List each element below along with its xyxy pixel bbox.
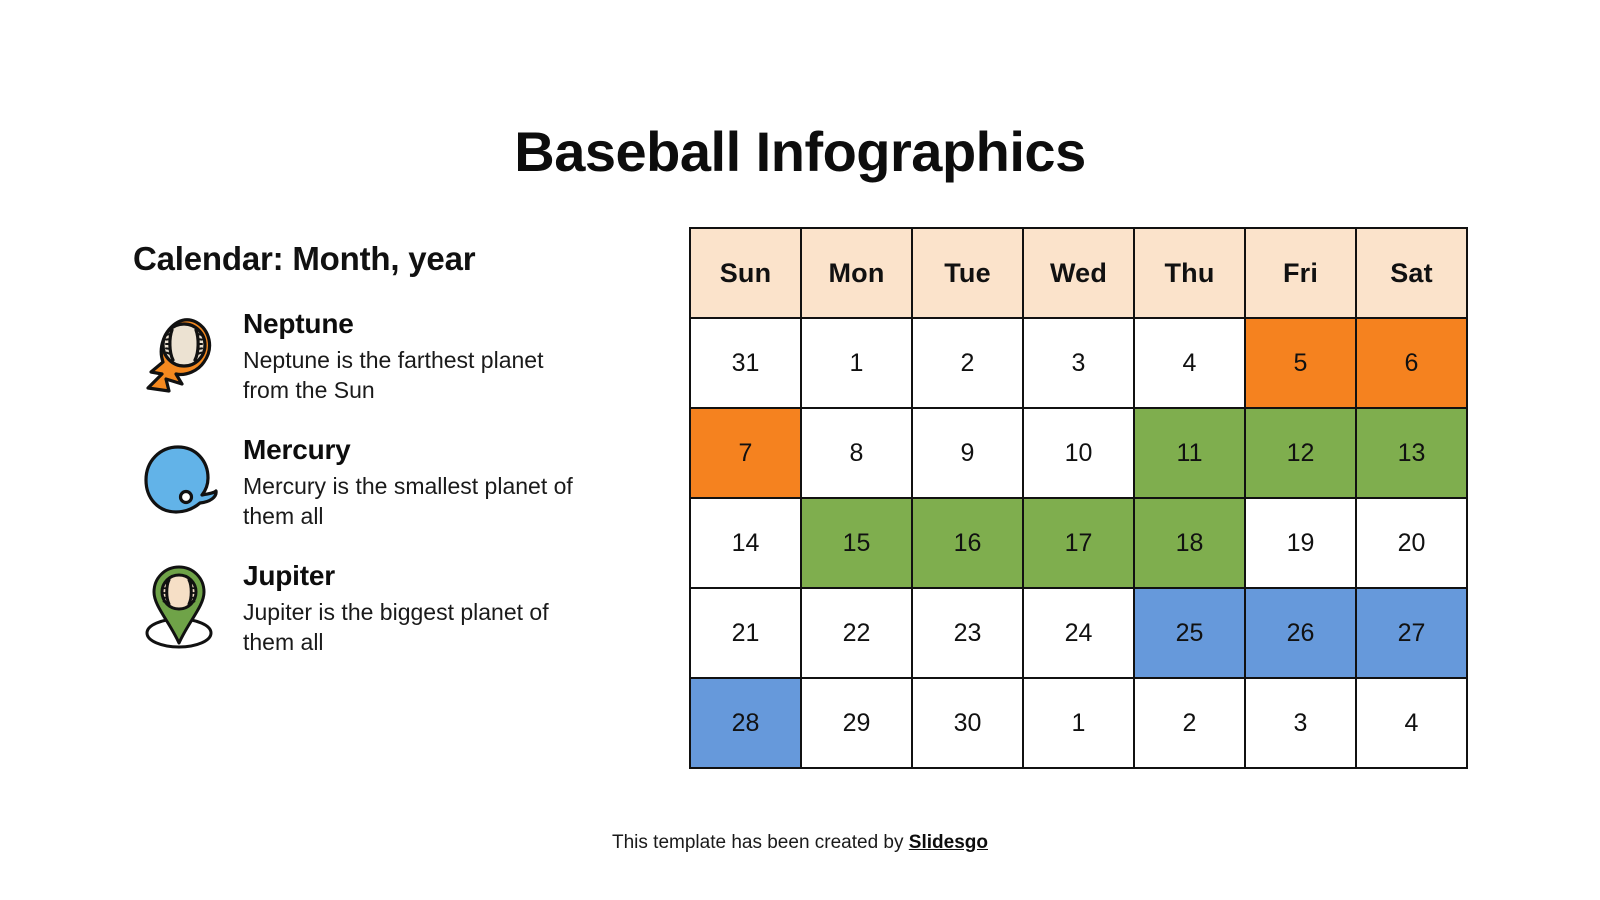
calendar-day-cell[interactable]: 21 — [689, 587, 802, 679]
calendar-day-cell[interactable]: 28 — [689, 677, 802, 769]
calendar-day-cell[interactable]: 25 — [1133, 587, 1246, 679]
feature-title: Jupiter — [243, 559, 335, 591]
calendar-header-row: Sun Mon Tue Wed Thu Fri Sat — [689, 227, 1468, 319]
feature-text-neptune: Neptune Neptune is the farthest planet f… — [243, 306, 603, 406]
calendar-table-wrap: Sun Mon Tue Wed Thu Fri Sat 31 1 2 3 4 5 6 7 8 9 10 11 12 1… — [689, 227, 1468, 769]
calendar-day-cell[interactable]: 1 — [800, 317, 913, 409]
calendar-week-row: 14 15 16 17 18 19 20 — [689, 497, 1468, 589]
feature-text-mercury: Mercury Mercury is the smallest planet o… — [243, 432, 603, 532]
calendar-day-cell[interactable]: 3 — [1022, 317, 1135, 409]
calendar-day-cell[interactable]: 7 — [689, 407, 802, 499]
calendar-day-header: Sun — [689, 227, 802, 319]
feature-description: Neptune is the farthest planet from the … — [243, 347, 544, 404]
footer-text: This template has been created by — [612, 832, 909, 853]
calendar-day-cell[interactable]: 13 — [1355, 407, 1468, 499]
feature-title: Mercury — [243, 433, 351, 465]
calendar-day-cell[interactable]: 20 — [1355, 497, 1468, 589]
left-panel: Calendar: Month, year — [133, 240, 603, 658]
calendar-day-cell[interactable]: 30 — [911, 677, 1024, 769]
page-title: Baseball Infographics — [514, 119, 1086, 183]
calendar-day-cell[interactable]: 29 — [800, 677, 913, 769]
feature-text-jupiter: Jupiter Jupiter is the biggest planet of… — [243, 558, 603, 658]
baseball-map-pin-icon — [133, 558, 225, 654]
calendar-day-cell[interactable]: 1 — [1022, 677, 1135, 769]
feature-description: Mercury is the smallest planet of them a… — [243, 473, 573, 529]
calendar-day-cell[interactable]: 17 — [1022, 497, 1135, 589]
calendar-day-cell[interactable]: 5 — [1244, 317, 1357, 409]
calendar-day-cell[interactable]: 19 — [1244, 497, 1357, 589]
feature-list: Neptune Neptune is the farthest planet f… — [133, 306, 603, 658]
slidesgo-link[interactable]: Slidesgo — [908, 832, 988, 853]
calendar-day-cell[interactable]: 11 — [1133, 407, 1246, 499]
calendar-day-cell[interactable]: 26 — [1244, 587, 1357, 679]
calendar-day-cell[interactable]: 15 — [800, 497, 913, 589]
feature-title: Neptune — [243, 307, 354, 339]
calendar-day-cell[interactable]: 2 — [1133, 677, 1246, 769]
calendar-body: 31 1 2 3 4 5 6 7 8 9 10 11 12 13 14 15 16 17 18 19 20 21 22 23 2… — [689, 317, 1468, 769]
footer-credit: This template has been created by Slides… — [0, 832, 1600, 854]
calendar-day-cell[interactable]: 16 — [911, 497, 1024, 589]
feature-item-mercury[interactable]: Mercury Mercury is the smallest planet o… — [133, 432, 603, 532]
calendar-day-cell[interactable]: 18 — [1133, 497, 1246, 589]
calendar-day-cell[interactable]: 9 — [911, 407, 1024, 499]
calendar-day-cell[interactable]: 23 — [911, 587, 1024, 679]
calendar-week-row: 7 8 9 10 11 12 13 — [689, 407, 1468, 499]
calendar-day-cell[interactable]: 6 — [1355, 317, 1468, 409]
calendar-day-header: Mon — [800, 227, 913, 319]
calendar-week-row: 31 1 2 3 4 5 6 — [689, 317, 1468, 409]
calendar-day-cell[interactable]: 12 — [1244, 407, 1357, 499]
calendar-day-cell[interactable]: 4 — [1355, 677, 1468, 769]
calendar-day-header: Sat — [1355, 227, 1468, 319]
calendar-day-cell[interactable]: 24 — [1022, 587, 1135, 679]
calendar-day-header: Fri — [1244, 227, 1357, 319]
calendar-heading: Calendar: Month, year — [133, 240, 476, 277]
feature-item-neptune[interactable]: Neptune Neptune is the farthest planet f… — [133, 306, 603, 406]
calendar-day-header: Thu — [1133, 227, 1246, 319]
calendar-day-cell[interactable]: 14 — [689, 497, 802, 589]
calendar-day-cell[interactable]: 10 — [1022, 407, 1135, 499]
calendar-day-cell[interactable]: 2 — [911, 317, 1024, 409]
calendar-table: Sun Mon Tue Wed Thu Fri Sat 31 1 2 3 4 5 6 7 8 9 10 11 12 1… — [689, 227, 1468, 769]
feature-item-jupiter[interactable]: Jupiter Jupiter is the biggest planet of… — [133, 558, 603, 658]
calendar-day-cell[interactable]: 8 — [800, 407, 913, 499]
flaming-baseball-icon — [133, 306, 225, 402]
calendar-week-row: 21 22 23 24 25 26 27 — [689, 587, 1468, 679]
calendar-day-cell[interactable]: 22 — [800, 587, 913, 679]
calendar-day-cell[interactable]: 31 — [689, 317, 802, 409]
calendar-day-header: Wed — [1022, 227, 1135, 319]
calendar-day-cell[interactable]: 4 — [1133, 317, 1246, 409]
calendar-day-cell[interactable]: 27 — [1355, 587, 1468, 679]
calendar-day-cell[interactable]: 3 — [1244, 677, 1357, 769]
calendar-day-header: Tue — [911, 227, 1024, 319]
batting-helmet-icon — [133, 432, 225, 528]
calendar-week-row: 28 29 30 1 2 3 4 — [689, 677, 1468, 769]
feature-description: Jupiter is the biggest planet of them al… — [243, 599, 549, 655]
